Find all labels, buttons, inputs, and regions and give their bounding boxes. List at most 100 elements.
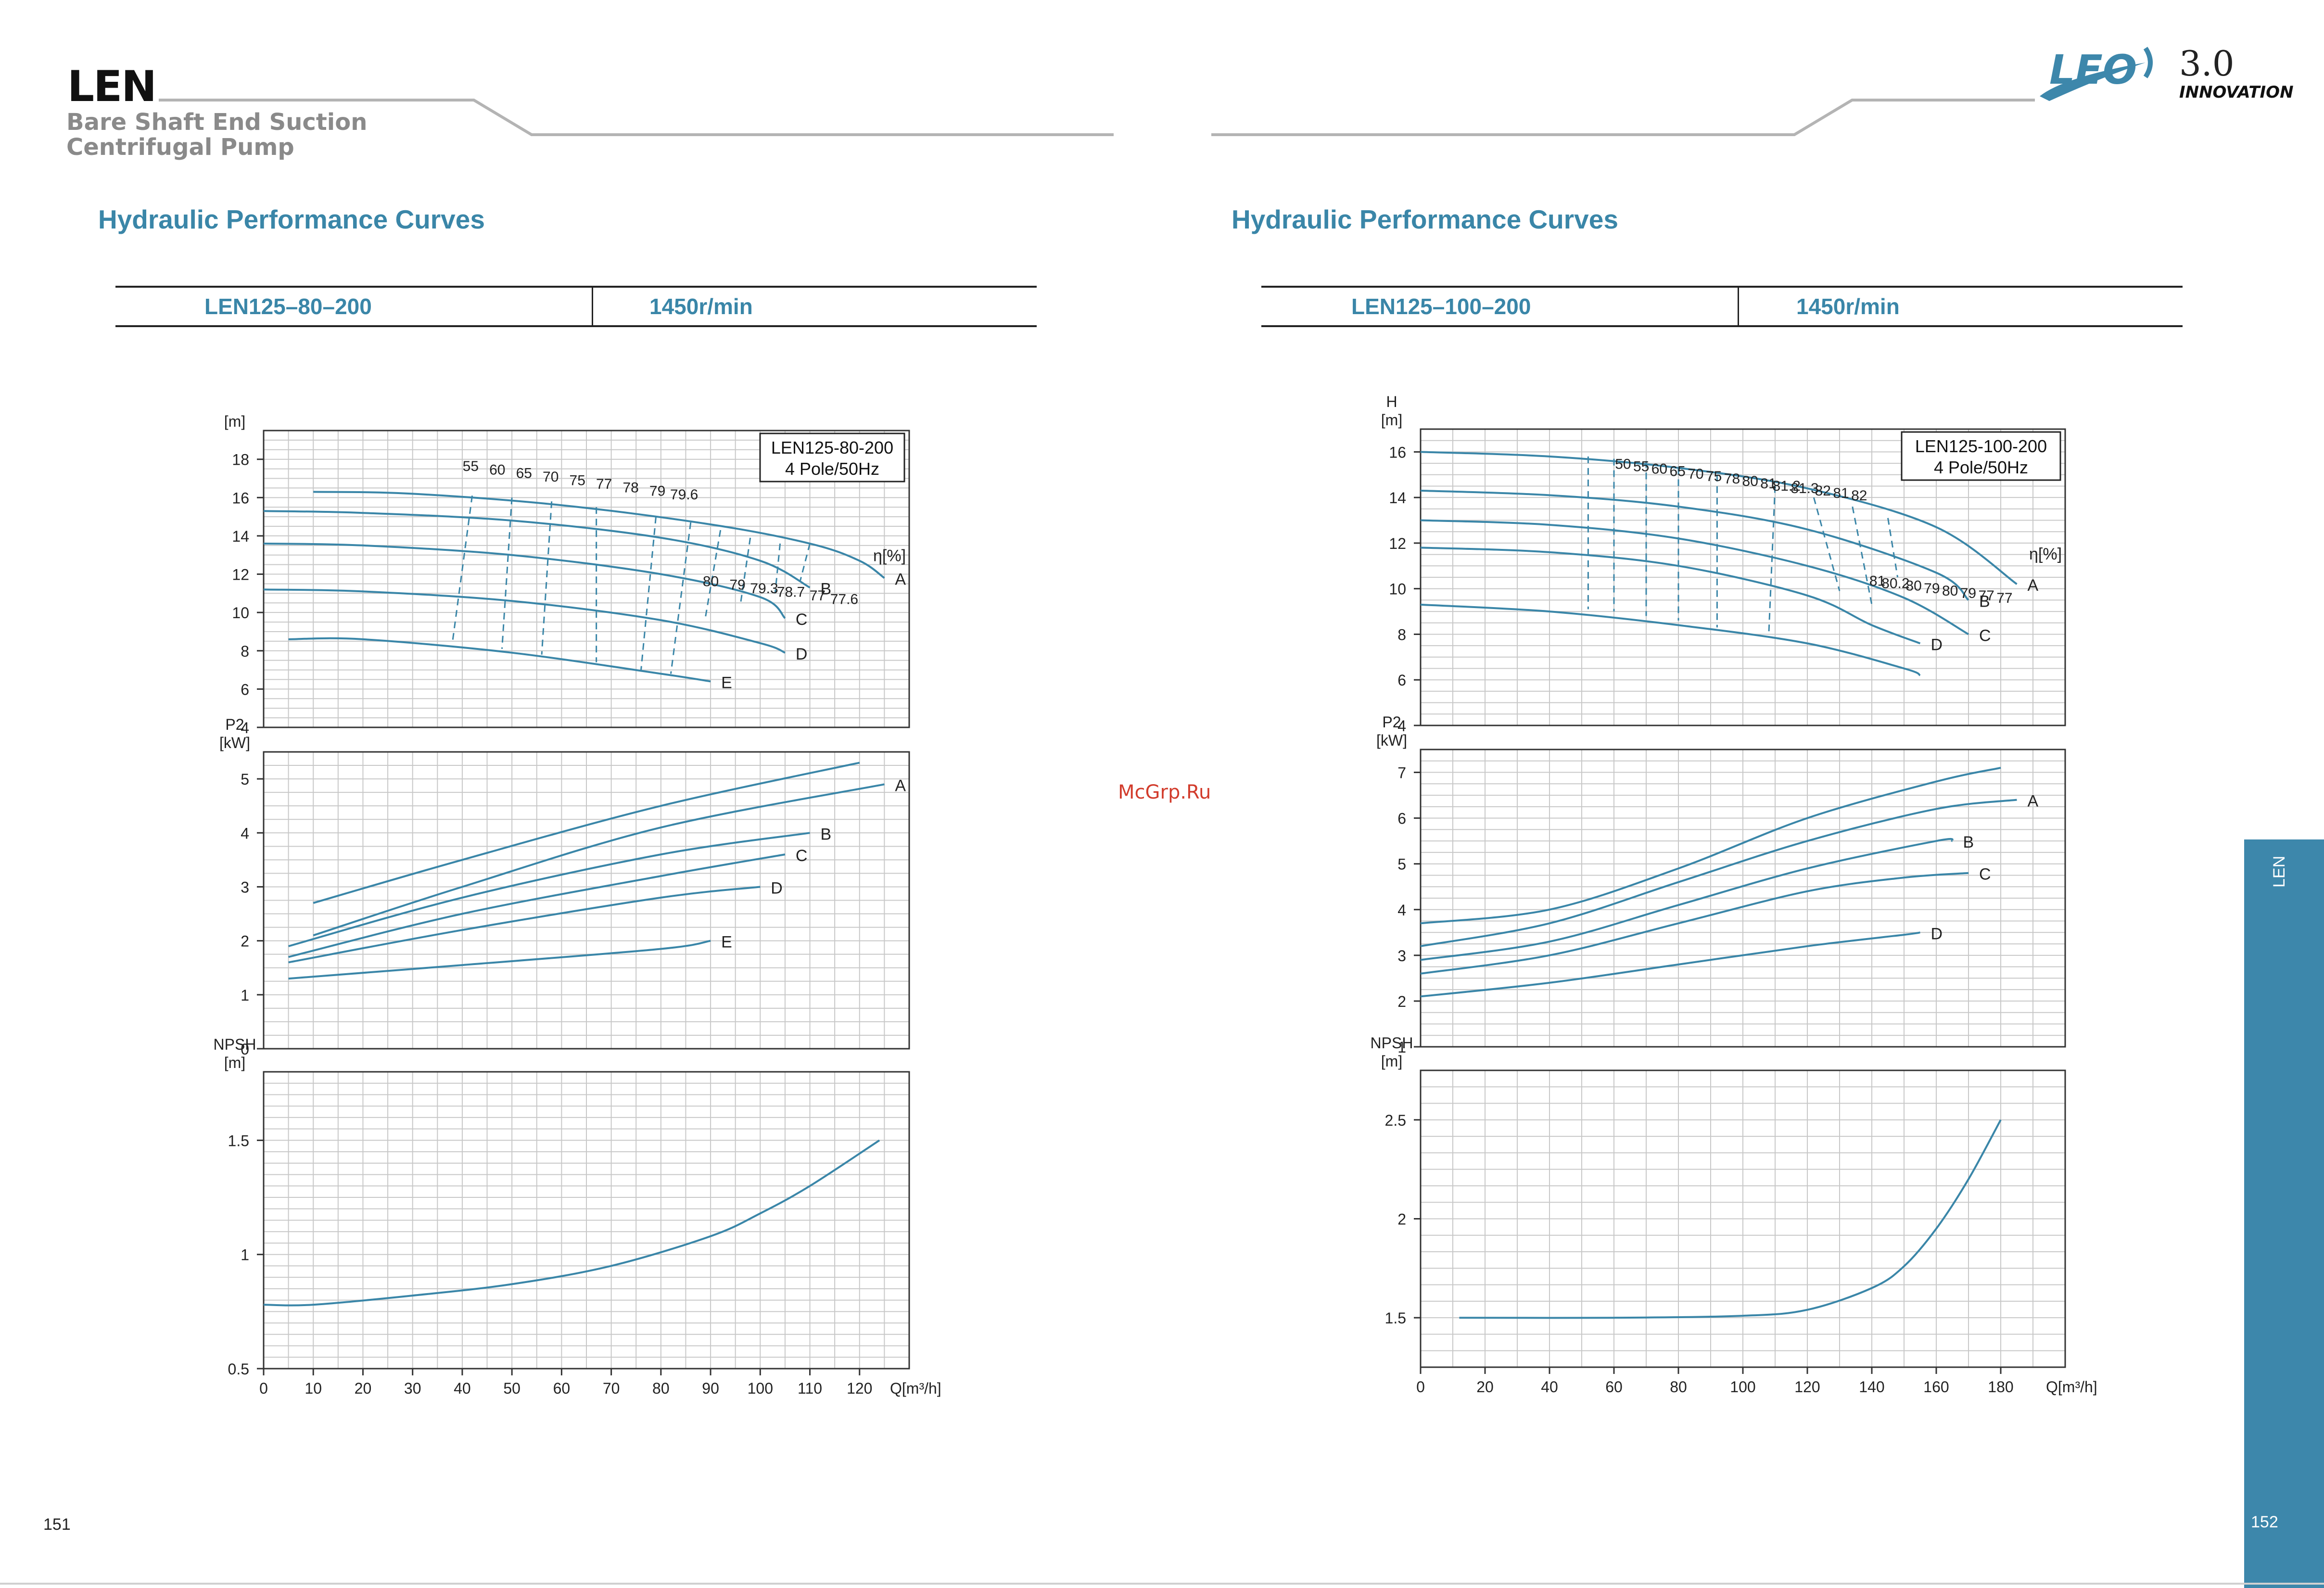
curve-label: C	[796, 610, 808, 629]
curve-label: A	[2028, 792, 2039, 811]
x-tick-label: 0	[259, 1380, 268, 1397]
logo-version: 3.0	[2179, 43, 2235, 84]
y-tick-label: 14	[232, 528, 249, 545]
efficiency-value-label: 55	[463, 458, 479, 474]
npsh-panel: 1.5 2 2.5 NPSH[m]	[1371, 1034, 2066, 1368]
efficiency-value-label: 81	[1869, 573, 1885, 589]
efficiency-value-label: 80	[1742, 473, 1758, 489]
curve-head-E	[288, 637, 711, 683]
curve-label: D	[771, 879, 783, 897]
efficiency-value-label: 81.2	[1773, 478, 1801, 494]
efficiency-value-label: 82	[1815, 483, 1831, 499]
section-title-left: Hydraulic Performance Curves	[98, 204, 485, 234]
npsh-panel: 0.5 1 1.5 NPSH[m]	[214, 1036, 910, 1378]
x-tick-label: 0	[1416, 1378, 1425, 1396]
efficiency-value-label: 78	[1724, 471, 1740, 487]
x-tick-label: 90	[702, 1380, 719, 1397]
x-tick-label: 40	[1541, 1378, 1558, 1396]
x-tick-label: 110	[798, 1380, 822, 1397]
watermark: McGrp.Ru	[1118, 781, 1211, 803]
curve-power-B	[288, 832, 810, 947]
efficiency-value-label: 79.6	[670, 487, 698, 503]
x-tick-label: 100	[748, 1380, 773, 1397]
efficiency-value-label: 70	[543, 469, 559, 485]
page-number-left: 151	[43, 1515, 71, 1534]
head-panel: 4 6 8 10 12 14 16 18 [m] A BCD E LEN125-80-200 4 Pole…	[224, 413, 910, 737]
efficiency-iso-line	[1852, 506, 1873, 605]
y-tick-label: 8	[241, 643, 249, 660]
efficiency-value-label: 81	[1760, 476, 1776, 492]
efficiency-value-label: 75	[570, 473, 585, 489]
y-tick-label: 6	[1397, 672, 1406, 689]
side-tab-label: LEN	[2270, 855, 2288, 888]
y-tick-label: 10	[232, 604, 249, 622]
efficiency-value-label: 65	[516, 466, 532, 482]
efficiency-value-label: 50	[1615, 457, 1631, 472]
x-tick-label: 20	[1476, 1378, 1494, 1396]
curve-label: D	[1931, 635, 1943, 654]
chart-title-box	[759, 432, 905, 483]
y-tick-label: 1	[241, 987, 249, 1004]
y-axis-label: NPSH	[214, 1036, 256, 1053]
curve-label: B	[1963, 833, 1974, 851]
efficiency-value-label: 80	[703, 573, 719, 589]
efficiency-value-label: 79	[649, 483, 665, 499]
efficiency-value-label: 75	[1706, 469, 1722, 484]
power-panel: 1 2 3 4 5 6 7 P2[kW] A BC D	[1376, 713, 2066, 1056]
row-divider	[1738, 288, 1739, 325]
curve-label: A	[2028, 576, 2039, 595]
efficiency-value-label: 78.7	[777, 584, 805, 600]
x-tick-label: 40	[454, 1380, 471, 1397]
curve-label: B	[821, 580, 832, 598]
x-tick-label: 60	[553, 1380, 571, 1397]
x-tick-label: 70	[603, 1380, 620, 1397]
x-axis-label: Q[m³/h]	[2046, 1378, 2097, 1396]
y-tick-label: 3	[241, 878, 249, 896]
curve-head-C	[1420, 519, 1969, 635]
y-axis-label: [m]	[1381, 1053, 1402, 1070]
x-tick-label: 120	[1794, 1378, 1820, 1396]
y-axis-label: P2	[225, 716, 244, 733]
x-tick-label: 140	[1859, 1378, 1884, 1396]
efficiency-iso-line	[451, 495, 473, 644]
y-tick-label: 3	[1397, 947, 1406, 965]
speed-value: 1450r/min	[649, 294, 753, 319]
y-tick-label: 4	[1397, 717, 1406, 735]
y-tick-label: 6	[241, 681, 249, 698]
y-tick-label: 18	[232, 451, 249, 469]
x-axis-label: Q[m³/h]	[890, 1380, 941, 1397]
efficiency-value-label: 60	[489, 462, 505, 478]
efficiency-value-label: 82	[1851, 488, 1867, 504]
efficiency-iso-line	[501, 497, 513, 649]
y-tick-label: 2	[1397, 1211, 1406, 1228]
x-tick-label: 100	[1730, 1378, 1755, 1396]
efficiency-iso-line	[541, 501, 553, 655]
curve-label: B	[821, 825, 832, 843]
efficiency-iso-line	[799, 543, 811, 582]
curve-power-E	[288, 940, 711, 980]
y-axis-label: H	[1386, 393, 1397, 410]
y-tick-label: 1.5	[1385, 1309, 1406, 1327]
curve-head-B	[1420, 489, 1969, 601]
curve-power-C	[1420, 872, 1969, 975]
curve-label: D	[1931, 925, 1943, 943]
efficiency-value-label: 80.2	[1881, 576, 1909, 592]
curve-head-D	[263, 588, 786, 654]
curve-power-A	[313, 783, 885, 937]
efficiency-unit-label: η[%]	[873, 546, 906, 565]
y-tick-label: 2	[241, 933, 249, 950]
side-tab: LEN 152	[2244, 839, 2324, 1588]
efficiency-value-label: 77	[810, 588, 825, 604]
curve-power-D	[1420, 931, 1920, 998]
x-tick-label: 180	[1988, 1378, 2013, 1396]
efficiency-iso-line	[1768, 486, 1776, 637]
y-tick-label: 14	[1389, 489, 1406, 507]
curve-label: A	[895, 776, 906, 795]
y-tick-label: 10	[1389, 581, 1406, 598]
curve-power-D	[288, 886, 761, 964]
y-tick-label: 8	[1397, 626, 1406, 643]
x-tick-label: 80	[1670, 1378, 1687, 1396]
curve-label: C	[1979, 626, 1991, 645]
efficiency-iso-line	[705, 530, 722, 617]
